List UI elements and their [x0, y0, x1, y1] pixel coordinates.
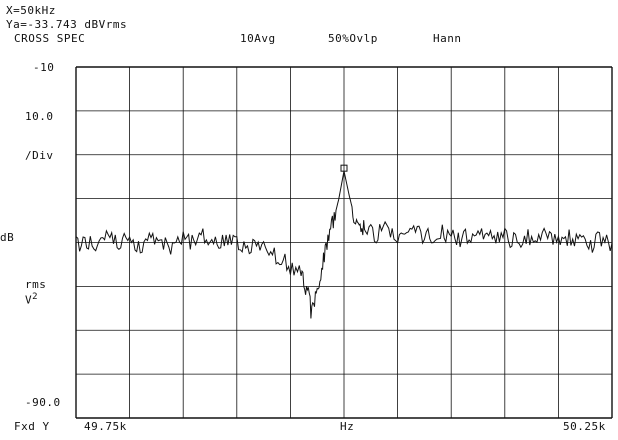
x-center-label: Hz [340, 420, 355, 433]
x-stop-label: 50.25k [563, 420, 606, 433]
y-unit-rms: rms [25, 278, 47, 291]
measurement-label: CROSS SPEC [14, 32, 86, 45]
window-label: Hann [433, 32, 462, 45]
spectrum-trace [75, 170, 613, 319]
marker-y-readout: Ya=-33.743 dBVrms [6, 18, 128, 31]
y-bottom-value: -90.0 [25, 396, 61, 409]
y-scale-unit: /Div [25, 149, 54, 162]
y-top-value: -10 [33, 61, 55, 74]
y-unit-v: V2 [25, 291, 38, 307]
scale-mode-label: Fxd Y [14, 420, 50, 433]
x-start-label: 49.75k [84, 420, 127, 433]
plot-grid [75, 66, 613, 419]
y-unit-v-letter: V [25, 293, 33, 307]
marker-x-readout: X=50kHz [6, 4, 56, 17]
overlap-label: 50%Ovlp [328, 32, 378, 45]
y-unit-exponent: 2 [32, 292, 39, 302]
marker-symbol [340, 164, 348, 172]
y-unit-db: dB [0, 231, 15, 244]
y-scale-value: 10.0 [25, 110, 54, 123]
averaging-label: 10Avg [240, 32, 276, 45]
